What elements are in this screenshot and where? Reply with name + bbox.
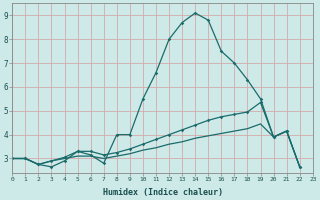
X-axis label: Humidex (Indice chaleur): Humidex (Indice chaleur): [102, 188, 222, 197]
